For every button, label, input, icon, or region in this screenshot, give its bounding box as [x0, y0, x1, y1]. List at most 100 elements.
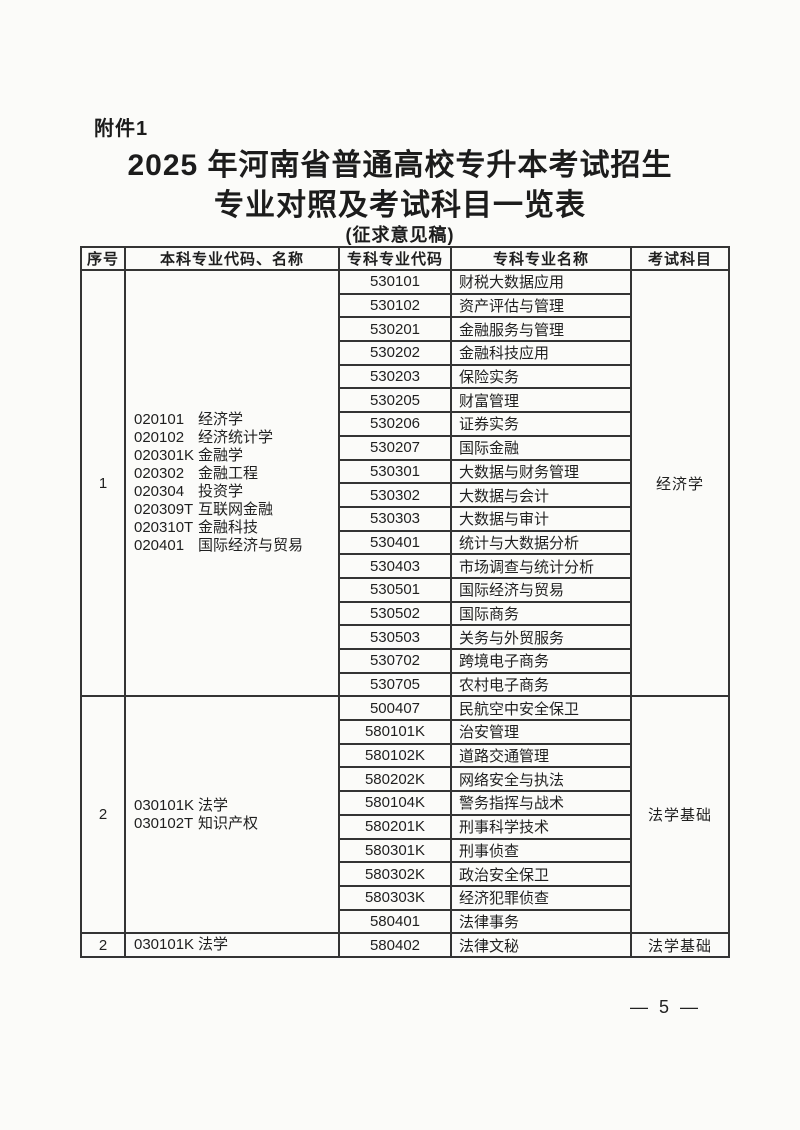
undergrad-major-name: 国际经济与贸易	[198, 537, 304, 555]
title-line-2: 专业对照及考试科目一览表	[214, 189, 586, 222]
associate-code-cell: 530205	[338, 387, 452, 414]
associate-code-cell: 580201K	[338, 813, 452, 840]
table-row: 530702 跨境电子商务	[81, 648, 729, 674]
associate-code-cell: 530101	[338, 269, 452, 295]
associate-name-cell: 国际金融	[450, 434, 632, 461]
seq-cell: 1	[80, 268, 126, 698]
exam-subject-cell: 经济学	[630, 268, 730, 698]
col-header-undergrad-code-name: 本科专业代码、名称	[124, 246, 340, 271]
undergrad-major-line: 020102 经济统计学	[134, 429, 338, 447]
undergrad-major-line: 020401 国际经济与贸易	[134, 537, 338, 555]
associate-code-cell: 580402	[338, 932, 452, 958]
undergrad-major-name: 经济统计学	[198, 429, 274, 447]
associate-name-cell: 资产评估与管理	[450, 292, 632, 319]
undergrad-major-name: 知识产权	[198, 814, 259, 832]
associate-name-cell: 网络安全与执法	[450, 766, 632, 793]
undergrad-major-name: 法学	[198, 936, 229, 954]
associate-name-cell: 统计与大数据分析	[450, 529, 632, 556]
table-row: 530102 资产评估与管理	[81, 292, 729, 319]
table-header-row: 序号 本科专业代码、名称 专科专业代码 专科专业名称 考试科目	[80, 246, 730, 271]
associate-code-cell: 530201	[338, 316, 452, 343]
associate-code-cell: 530403	[338, 553, 452, 579]
associate-code-cell: 530302	[338, 482, 452, 508]
table-row: 580101K 治安管理	[81, 719, 729, 745]
undergrad-major-line: 020304 投资学	[134, 483, 338, 501]
undergrad-major-line: 020302 金融工程	[134, 465, 338, 483]
table-row: 580104K 警务指挥与战术	[81, 790, 729, 816]
undergrad-major-name: 投资学	[198, 483, 244, 501]
associate-name-cell: 跨境电子商务	[450, 648, 632, 674]
table-row: 530201 金融服务与管理	[81, 316, 729, 343]
associate-name-cell: 政治安全保卫	[450, 861, 632, 887]
associate-name-cell: 金融科技应用	[450, 340, 632, 366]
associate-code-cell: 530401	[338, 529, 452, 556]
associate-code-cell: 530202	[338, 340, 452, 366]
associate-code-cell: 580202K	[338, 766, 452, 793]
undergrad-major-line: 020310T 金融科技	[134, 519, 338, 537]
associate-code-cell: 530705	[338, 671, 452, 698]
table-row: 530705 农村电子商务	[81, 671, 729, 698]
title-line-1: 2025 年河南省普通高校专升本考试招生	[127, 149, 673, 182]
associate-code-cell: 580102K	[338, 742, 452, 769]
associate-name-cell: 财富管理	[450, 387, 632, 414]
exam-subject-cell: 法学基础	[630, 932, 730, 958]
associate-name-cell: 大数据与财务管理	[450, 458, 632, 485]
undergrad-major-line: 030102T 知识产权	[134, 815, 338, 833]
undergrad-major-code: 020101	[134, 411, 185, 429]
table-row: 530207 国际金融	[81, 434, 729, 461]
undergrad-major-code: 030102T	[134, 814, 194, 832]
undergrad-major-code: 020309T	[134, 501, 194, 519]
associate-name-cell: 国际经济与贸易	[450, 576, 632, 603]
table-row: 530205 财富管理	[81, 387, 729, 414]
undergrad-major-code: 020304	[134, 483, 185, 501]
undergrad-major-line: 030101K 法学	[134, 797, 338, 815]
table-row: 530503 关务与外贸服务	[81, 624, 729, 650]
associate-name-cell: 证券实务	[450, 411, 632, 437]
associate-name-cell: 经济犯罪侦查	[450, 884, 632, 911]
associate-code-cell: 530207	[338, 434, 452, 461]
associate-code-cell: 530502	[338, 600, 452, 627]
associate-code-cell: 530503	[338, 624, 452, 650]
table-row: 530303 大数据与审计	[81, 505, 729, 532]
associate-code-cell: 500407	[338, 695, 452, 722]
associate-name-cell: 治安管理	[450, 719, 632, 745]
associate-code-cell: 530301	[338, 458, 452, 485]
undergrad-major-code: 020302	[134, 465, 185, 483]
associate-name-cell: 刑事科学技术	[450, 813, 632, 840]
table-row: 2 030101K 法学 030102T 知识产权 500407 民航空中安全保卫 法学基础	[80, 695, 730, 935]
undergrad-major-name: 金融工程	[198, 465, 259, 483]
table-row: 530401 统计与大数据分析	[81, 529, 729, 556]
associate-name-cell: 刑事侦查	[450, 837, 632, 864]
document-title: 2025 年河南省普通高校专升本考试招生 专业对照及考试科目一览表	[0, 146, 800, 226]
col-header-seq: 序号	[80, 246, 126, 271]
table-row: 2 030101K 法学 580402 法律文秘 法学基础	[80, 932, 730, 958]
undergrad-major-line: 030101K 法学	[134, 936, 338, 954]
associate-name-cell: 关务与外贸服务	[450, 624, 632, 650]
undergrad-major-code: 020310T	[134, 519, 194, 537]
associate-name-cell: 国际商务	[450, 600, 632, 627]
associate-name-cell: 保险实务	[450, 363, 632, 390]
associate-name-cell: 警务指挥与战术	[450, 790, 632, 816]
associate-code-cell: 580301K	[338, 837, 452, 864]
undergrad-majors-cell: 030101K 法学	[124, 932, 340, 958]
undergrad-majors-cell: 030101K 法学 030102T 知识产权	[124, 695, 340, 935]
associate-name-cell: 大数据与审计	[450, 505, 632, 532]
seq-cell: 2	[80, 695, 126, 935]
table-row: 530502 国际商务	[81, 600, 729, 627]
undergrad-major-code: 030101K	[134, 936, 195, 954]
associate-code-cell: 530501	[338, 576, 452, 603]
undergrad-major-name: 法学	[198, 796, 229, 814]
associate-name-cell: 财税大数据应用	[450, 269, 632, 295]
associate-name-cell: 大数据与会计	[450, 482, 632, 508]
associate-code-cell: 530303	[338, 505, 452, 532]
undergrad-major-code: 020301K	[134, 447, 195, 465]
associate-code-cell: 580302K	[338, 861, 452, 887]
col-header-associate-code: 专科专业代码	[338, 246, 452, 271]
table-row: 530301 大数据与财务管理	[81, 458, 729, 485]
associate-name-cell: 法律文秘	[450, 932, 632, 958]
associate-name-cell: 金融服务与管理	[450, 316, 632, 343]
col-header-exam-subject: 考试科目	[630, 246, 730, 271]
table-row: 580102K 道路交通管理	[81, 742, 729, 769]
associate-code-cell: 530102	[338, 292, 452, 319]
undergrad-major-code: 020401	[134, 537, 185, 555]
